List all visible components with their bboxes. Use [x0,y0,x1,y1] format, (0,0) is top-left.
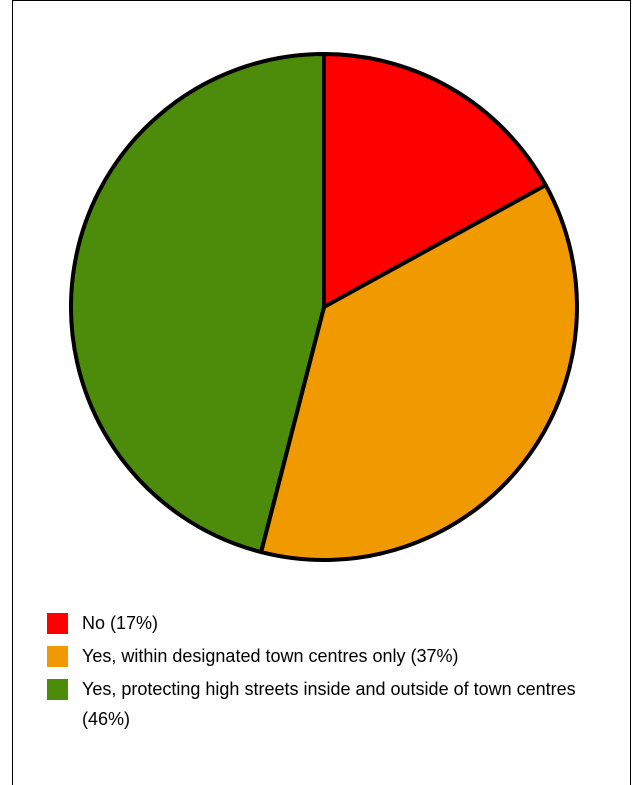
pie-slice-yes-high-streets [69,52,326,555]
legend-label-no: No (17%) [82,613,159,633]
legend-item-yes-town-centres: Yes, within designated town centres only… [47,641,617,671]
legend-swatch-yes-high-streets [47,679,68,700]
pie-slice-no [322,52,548,309]
legend-label-yes-town-centres: Yes, within designated town centres only… [82,646,459,666]
pie-slice-yes-town-centres [259,183,579,562]
legend-item-no: No (17%) [47,608,617,638]
legend-label-yes-high-streets: Yes, protecting high streets inside and … [82,679,576,729]
legend-swatch-no [47,613,68,634]
legend-swatch-yes-town-centres [47,646,68,667]
pie-chart [69,52,579,562]
legend-item-yes-high-streets: Yes, protecting high streets inside and … [47,674,617,734]
legend: No (17%) Yes, within designated town cen… [47,608,617,737]
